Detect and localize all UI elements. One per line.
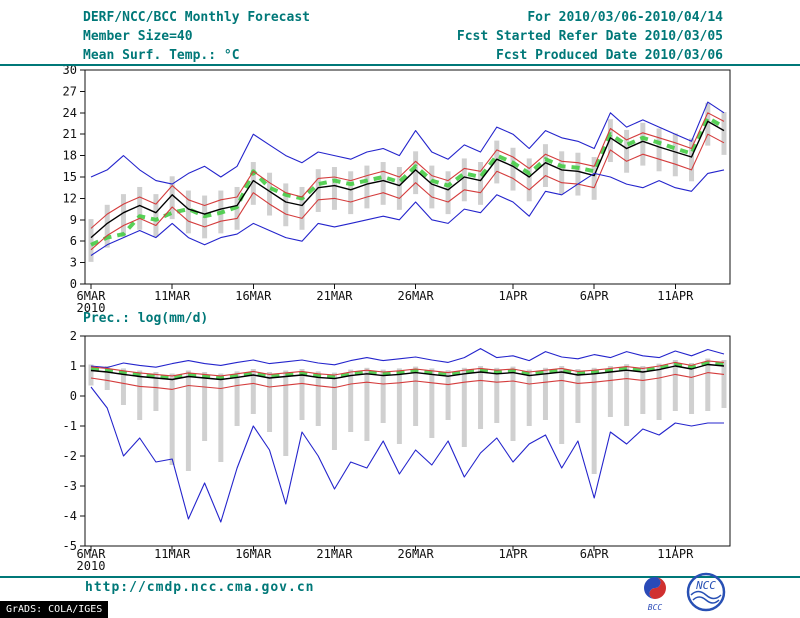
forecast-period: For 2010/03/06-2010/04/14 <box>527 10 723 25</box>
produced-date: Fcst Produced Date 2010/03/06 <box>496 48 723 63</box>
footer-logos: BCC NCC <box>636 570 746 616</box>
svg-text:2010: 2010 <box>77 559 106 573</box>
svg-text:11APR: 11APR <box>657 547 694 561</box>
svg-text:15: 15 <box>63 170 77 184</box>
bcc-logo-label: BCC <box>648 603 663 612</box>
svg-text:21: 21 <box>63 127 77 141</box>
svg-text:27: 27 <box>63 84 77 98</box>
temperature-chart: 0 3 6 9 12 15 18 21 24 27 30 6MAR 2010 11MAR 16MAR 21MA… <box>0 66 800 322</box>
svg-text:6APR: 6APR <box>580 547 610 561</box>
svg-text:6MAR: 6MAR <box>77 547 107 561</box>
refer-date: Fcst Started Refer Date 2010/03/05 <box>456 29 723 44</box>
prec-chart-title: Prec.: log(mm/d) <box>83 311 209 326</box>
svg-text:3: 3 <box>70 256 77 270</box>
svg-text:-2: -2 <box>63 449 77 463</box>
footer-divider <box>0 576 800 578</box>
svg-text:0: 0 <box>70 389 77 403</box>
svg-text:0: 0 <box>70 277 77 291</box>
svg-text:18: 18 <box>63 149 77 163</box>
svg-text:2010: 2010 <box>77 301 106 315</box>
member-size-label: Member Size=40 <box>83 29 193 44</box>
header-right: For 2010/03/06-2010/04/14 Fcst Started R… <box>457 8 723 65</box>
svg-text:-5: -5 <box>63 539 77 553</box>
svg-text:26MAR: 26MAR <box>398 289 435 303</box>
svg-text:-4: -4 <box>63 509 77 523</box>
svg-text:1APR: 1APR <box>499 547 529 561</box>
svg-text:1: 1 <box>70 359 77 373</box>
svg-text:11MAR: 11MAR <box>154 289 191 303</box>
temp-chart-title: Mean Surf. Temp.: °C <box>83 48 240 63</box>
svg-text:24: 24 <box>63 106 77 120</box>
svg-text:6: 6 <box>70 234 77 248</box>
ncc-logo-icon: NCC <box>686 572 726 612</box>
website-url: http://cmdp.ncc.cma.gov.cn <box>85 580 315 595</box>
grads-credit: GrADS: COLA/IGES <box>0 601 109 618</box>
svg-text:9: 9 <box>70 213 77 227</box>
header-left: DERF/NCC/BCC Monthly Forecast Member Siz… <box>83 8 310 65</box>
svg-text:30: 30 <box>63 66 77 77</box>
svg-text:26MAR: 26MAR <box>398 547 435 561</box>
svg-text:1APR: 1APR <box>499 289 529 303</box>
header-divider <box>0 64 800 66</box>
svg-text:6APR: 6APR <box>580 289 610 303</box>
precipitation-chart: -5 -4 -3 -2 -1 0 1 2 6MAR 2010 11MAR 16MAR 21MAR 26MA… <box>0 322 800 582</box>
svg-text:11MAR: 11MAR <box>154 547 191 561</box>
svg-text:21MAR: 21MAR <box>316 289 353 303</box>
svg-text:16MAR: 16MAR <box>235 289 272 303</box>
svg-text:-3: -3 <box>63 479 77 493</box>
svg-text:6MAR: 6MAR <box>77 289 107 303</box>
svg-text:-1: -1 <box>63 419 77 433</box>
bcc-logo-icon: BCC <box>644 577 666 612</box>
svg-text:16MAR: 16MAR <box>235 547 272 561</box>
page-title: DERF/NCC/BCC Monthly Forecast <box>83 10 310 25</box>
ncc-logo-label: NCC <box>695 579 716 592</box>
svg-text:2: 2 <box>70 329 77 343</box>
svg-text:21MAR: 21MAR <box>316 547 353 561</box>
svg-text:11APR: 11APR <box>657 289 694 303</box>
svg-text:12: 12 <box>63 191 77 205</box>
